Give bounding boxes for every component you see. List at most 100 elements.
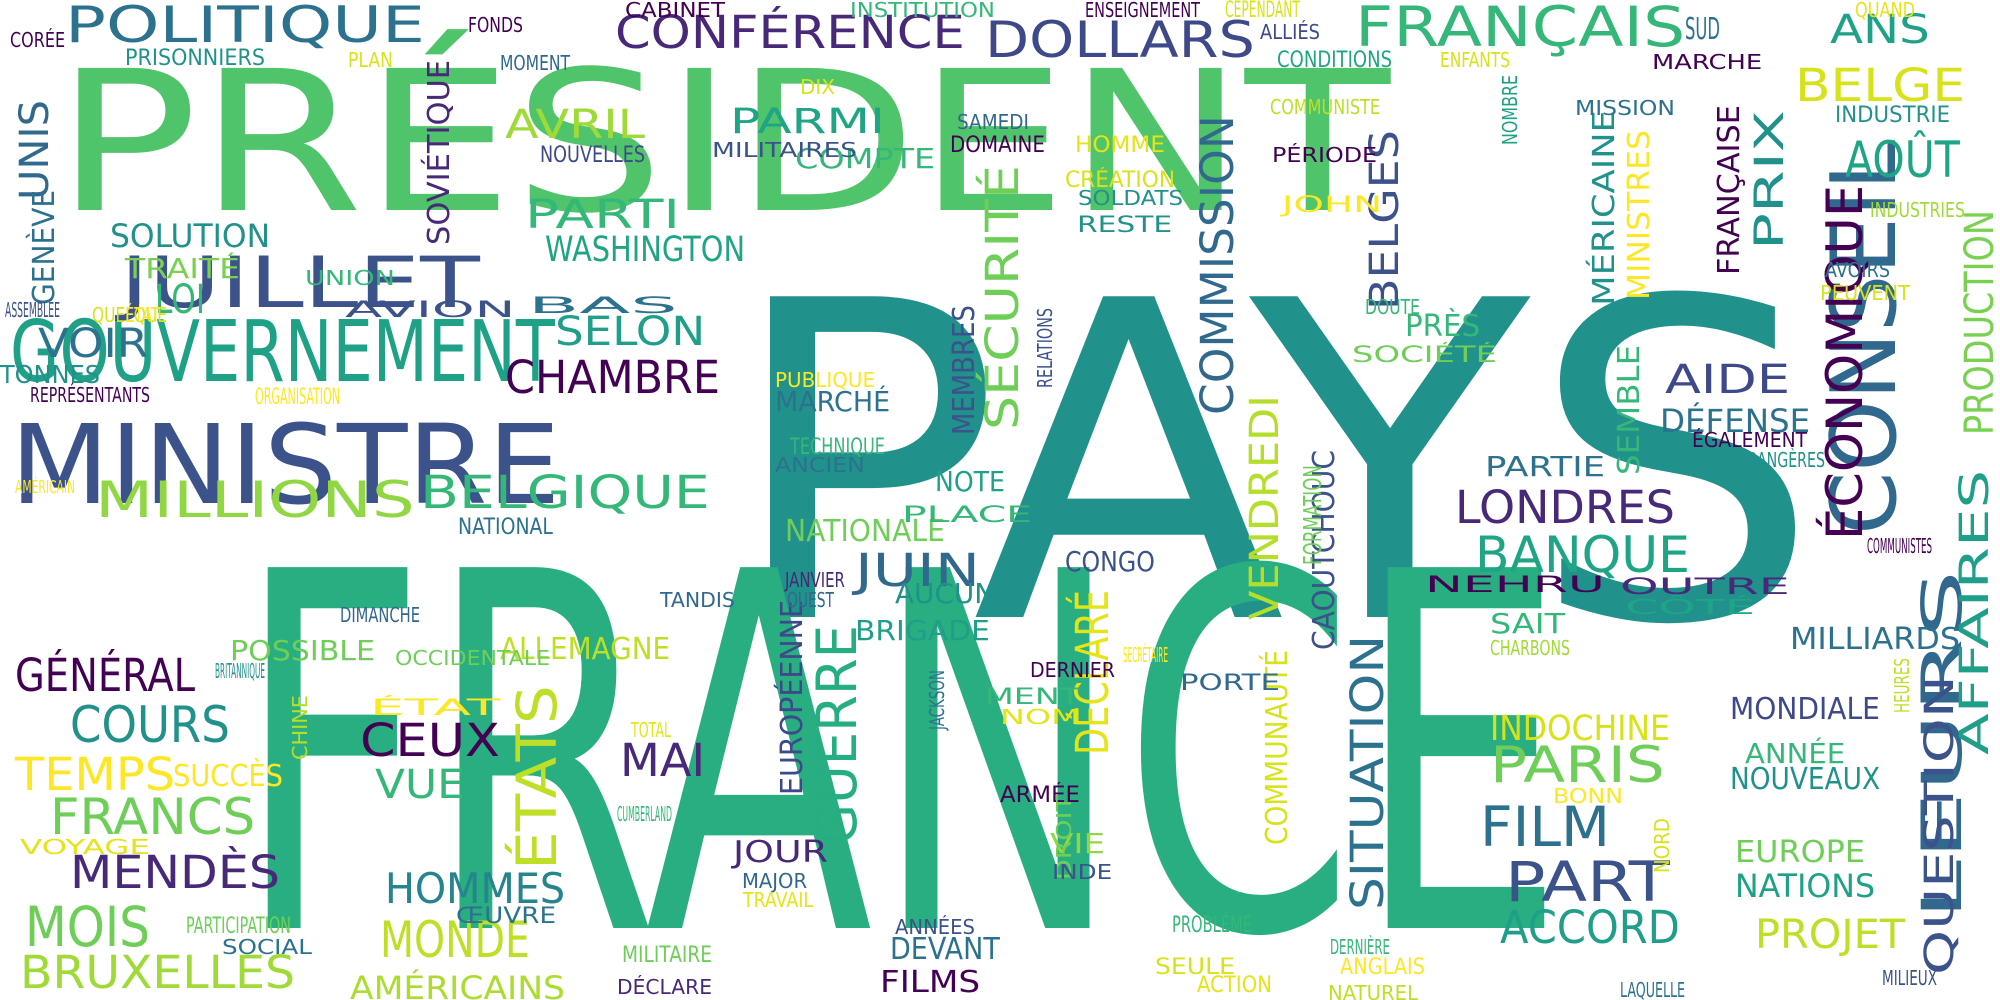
word-65: ANNÉE (1745, 737, 1846, 770)
word-20: AFFAIRES (1952, 469, 1998, 755)
word-187: MILITAIRE (622, 943, 712, 968)
word-182: PARTICIPATION (186, 914, 292, 939)
word-48: SELON (555, 309, 706, 355)
word-180: TRAVAIL (743, 888, 814, 912)
word-17: ÉCONOMIQUE (1816, 184, 1874, 540)
word-71: POSSIBLE (230, 634, 375, 667)
word-191: DÉCLARE (617, 975, 713, 999)
word-133: SOCIÉTÉ (1352, 343, 1497, 368)
word-37: MOIS (25, 895, 150, 959)
word-163: JACKSON (925, 670, 949, 730)
word-195: LAQUELLE (1620, 978, 1686, 1000)
word-90: VIE (1050, 827, 1106, 860)
word-38: BRUXELLES (20, 946, 296, 999)
word-82: TRAITÉ (125, 252, 240, 285)
word-159: CÔTÉ (1625, 595, 1755, 619)
word-93: AMÉRICAINE (1587, 110, 1622, 331)
word-14: BELGIQUE (420, 466, 710, 519)
word-188: DERNIÈRE (1330, 935, 1390, 959)
word-110: ENFANTS (1440, 48, 1511, 72)
word-54: BELGE (1795, 59, 1966, 112)
word-143: RELATIONS (1033, 308, 1057, 388)
word-104: CABINET (625, 0, 726, 22)
word-15: CHAMBRE (505, 351, 721, 404)
word-10: FRANÇAIS (1355, 0, 1686, 59)
word-99: CORÉE (10, 28, 66, 52)
word-161: OCCIDENTALE (395, 646, 551, 670)
word-162: BRITANNIQUE (215, 659, 265, 683)
word-13: MILLIONS (95, 471, 415, 529)
word-97: SUCCÈS (173, 759, 284, 794)
word-131: PEUVENT (1820, 281, 1911, 305)
word-0: PRÉSIDENT (55, 29, 1391, 256)
word-69: SOLUTION (110, 217, 271, 255)
word-132: DOUTE (1365, 295, 1421, 319)
word-142: PUBLIQUE (775, 368, 876, 392)
word-83: GENÈVE (27, 189, 62, 305)
word-120: NOUVELLES (540, 143, 646, 168)
word-184: SOCIAL (222, 935, 312, 959)
word-170: ÉTAT (370, 696, 501, 721)
word-45: AVRIL (505, 102, 646, 148)
word-125: SOLDATS (1078, 186, 1184, 210)
word-193: NATUREL (1328, 981, 1419, 1000)
word-67: MILLIARDS (1790, 622, 1961, 657)
word-154: TANDIS (660, 588, 735, 612)
word-35: FRANCS (50, 788, 256, 846)
word-186: PROBLÈME (1172, 913, 1253, 938)
word-52: JUIN (855, 544, 981, 597)
word-107: CEPENDANT (1225, 0, 1300, 23)
word-147: NATIONAL (458, 515, 553, 540)
word-7: POLITIQUE (65, 0, 425, 54)
word-9: DOLLARS (985, 11, 1255, 69)
word-189: ANGLAIS (1340, 955, 1426, 980)
word-135: ASSEMBLÉE (5, 298, 60, 322)
word-136: QUELQUE (92, 303, 167, 327)
word-39: COURS (70, 696, 230, 754)
word-108: ALLIÉS (1260, 20, 1321, 44)
word-179: MAJOR (742, 869, 808, 893)
word-84: TONNES (0, 360, 101, 389)
word-95: FRANÇAISE (1712, 105, 1747, 275)
word-40: TEMPS (15, 748, 176, 801)
word-171: CHINE (288, 695, 312, 760)
word-127: JOHN (1282, 193, 1383, 218)
word-91: EUROPÉENNE (775, 599, 810, 795)
word-167: MENT (985, 685, 1081, 710)
word-68: WASHINGTON (545, 230, 746, 270)
word-85: MEMBRES (947, 305, 982, 435)
word-138: AVION (345, 298, 516, 323)
word-181: INDE (1052, 860, 1113, 884)
word-96: SEMBLE (1612, 344, 1647, 475)
word-115: MISSION (1575, 96, 1675, 120)
word-128: INDUSTRIES (1870, 198, 1965, 222)
word-43: LOI (155, 277, 206, 323)
word-178: VOYAGE (20, 835, 150, 859)
word-75: AUCUN (895, 577, 996, 610)
word-23: PART (1505, 850, 1670, 914)
word-76: NOTE (935, 465, 1005, 498)
word-176: BONN (1553, 784, 1624, 808)
word-36: MENDÈS (70, 846, 280, 899)
word-42: VOIR (38, 321, 149, 367)
word-30: VUE (375, 762, 465, 808)
word-177: NORD (1650, 818, 1674, 873)
word-113: QUAND (1855, 0, 1916, 22)
word-28: ÉTATS (505, 685, 569, 870)
word-58: AIDE (1665, 357, 1791, 403)
word-151: ÉTRANGÈRES (1730, 448, 1825, 472)
word-129: NOMBRE (1498, 74, 1522, 145)
word-126: RESTE (1077, 213, 1173, 238)
word-111: MARCHE (1652, 50, 1763, 74)
word-41: GÉNÉRAL (15, 649, 196, 702)
word-102: FONDS (468, 13, 523, 37)
word-1: PAYS (725, 209, 1821, 721)
word-24: PARIS (1490, 736, 1665, 794)
word-124: PÉRIODE (1272, 143, 1378, 167)
word-70: ALLEMAGNE (500, 632, 671, 667)
word-101: PLAN (348, 48, 393, 72)
word-98: PRÈS (1405, 309, 1481, 344)
word-106: ENSEIGNEMENT (1085, 0, 1200, 22)
word-59: DÉFENSE (1660, 402, 1811, 440)
